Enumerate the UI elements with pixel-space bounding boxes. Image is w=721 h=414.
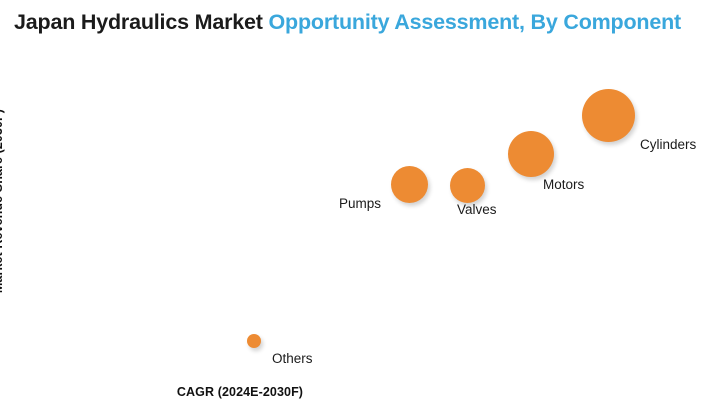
x-axis-label: CAGR (2024E-2030F)	[176, 385, 304, 399]
bubble-pumps	[391, 166, 428, 203]
y-axis-label: Market Revenue Share (2030F)	[0, 108, 5, 294]
bubble-motors	[508, 131, 554, 177]
bubble-label-valves: Valves	[457, 202, 497, 217]
page-title: Japan Hydraulics Market Opportunity Asse…	[14, 9, 681, 35]
page-title-accent: Opportunity Assessment, By Component	[268, 10, 682, 34]
bubble-label-pumps: Pumps	[339, 196, 382, 211]
bubble-label-cylinders: Cylinders	[640, 137, 697, 152]
bubble-valves	[450, 168, 485, 203]
page-title-primary: Japan Hydraulics Market	[14, 10, 269, 34]
bubble-cylinders	[582, 89, 635, 142]
bubble-label-others: Others	[272, 351, 313, 366]
bubble-label-motors: Motors	[543, 177, 585, 192]
bubble-others	[247, 334, 261, 348]
